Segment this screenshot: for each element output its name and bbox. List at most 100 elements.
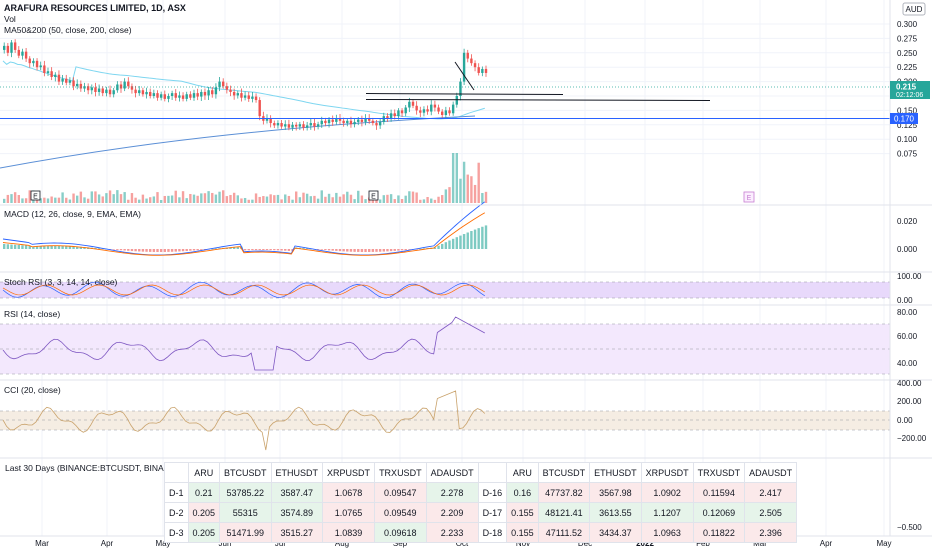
macd-histogram-bar — [305, 248, 309, 249]
macd-histogram-bar — [243, 249, 247, 251]
rsi-pane — [0, 316, 890, 375]
volume-bar — [203, 193, 207, 203]
macd-histogram-bar — [287, 249, 291, 251]
macd-histogram-bar — [214, 248, 218, 250]
future-earnings-marker[interactable]: E — [743, 191, 755, 203]
candle-body — [287, 124, 291, 128]
table-cell: 2.396 — [744, 522, 798, 543]
macd-histogram-bar — [254, 249, 258, 251]
candle-body — [444, 110, 448, 116]
macd-histogram-bar — [167, 249, 170, 252]
volume-bar — [43, 197, 46, 203]
ma50-line — [2, 60, 485, 120]
stoch-k-line — [2, 281, 485, 299]
candle-body — [61, 78, 64, 82]
table-cell: 3515.27 — [270, 522, 324, 543]
candle-body — [364, 118, 367, 122]
currency-badge[interactable] — [902, 2, 926, 16]
volume-bar — [382, 195, 385, 203]
volume-bar — [313, 195, 316, 203]
last-price-tag — [890, 81, 930, 99]
macd-histogram-bar — [408, 249, 411, 250]
candle-body — [327, 119, 331, 124]
table-pane-tick: −0.500 — [897, 523, 922, 532]
stoch-tick: 100.00 — [897, 272, 922, 281]
macd-histogram-bar — [76, 246, 79, 249]
cci-label: CCI (20, close) — [4, 385, 61, 395]
candle-body — [65, 78, 68, 83]
earnings-marker[interactable]: E — [30, 190, 41, 201]
volume-bar — [357, 190, 360, 203]
candle-body — [167, 96, 170, 99]
time-tick: May — [876, 539, 891, 548]
macd-histogram-bar — [94, 247, 97, 249]
table-cell: 0.155 — [506, 522, 539, 543]
candle-body — [72, 80, 75, 87]
candle-body — [291, 124, 294, 128]
macd-histogram-bar — [156, 249, 159, 252]
volume-bar — [309, 196, 312, 203]
table-cell: 3434.37 — [589, 522, 642, 543]
volume-bar — [83, 197, 86, 203]
table-cell: 1.0839 — [322, 522, 376, 543]
volume-bar — [218, 191, 221, 203]
candle-body — [298, 124, 302, 127]
macd-histogram-bar — [342, 249, 345, 252]
candle-body — [368, 118, 371, 121]
macd-histogram-bar — [393, 249, 396, 251]
candle-body — [97, 88, 101, 92]
table-cell: 0.205 — [187, 522, 221, 543]
candle-body — [196, 93, 199, 97]
candle-body — [134, 89, 137, 94]
candle-body — [138, 90, 141, 94]
candle-body — [43, 65, 46, 73]
macd-histogram-bar — [382, 249, 385, 252]
macd-histogram-bar — [13, 244, 17, 249]
volume-bar — [232, 192, 236, 203]
candle-body — [408, 101, 411, 108]
macd-histogram-bar — [481, 226, 484, 249]
candle-body — [276, 123, 280, 126]
volume-bar — [378, 199, 382, 203]
macd-histogram-bar — [211, 248, 214, 250]
candle-body — [13, 42, 17, 50]
macd-histogram-bar — [54, 246, 57, 249]
candle-body — [342, 120, 345, 124]
volume-bar — [400, 199, 404, 203]
volume-bar — [331, 197, 334, 203]
volume-bar — [185, 198, 188, 203]
candle-body — [24, 51, 28, 59]
ma200-line — [0, 115, 476, 169]
table-cell: 1.0765 — [322, 502, 376, 523]
time-axis[interactable]: Mar Apr May Jun Jul Aug Sep Oct Nov Dec 2022 Feb Mar… — [35, 539, 891, 548]
drawn-trendlines[interactable] — [0, 61, 890, 119]
header-cell: ARU — [506, 462, 539, 483]
volume-bars — [3, 153, 488, 203]
candle-body — [393, 113, 396, 117]
table-cell: 0.16 — [506, 482, 539, 503]
macd-histogram-bar — [338, 249, 342, 252]
stoch-band — [0, 282, 890, 298]
table-cell: 1.0902 — [640, 482, 694, 503]
header-cell: ETHUSDT — [270, 462, 324, 483]
price-tick: 0.275 — [897, 34, 918, 43]
volume-bar — [437, 196, 440, 203]
table-cell: 1.1207 — [640, 502, 694, 523]
macd-histogram-bar — [466, 232, 469, 249]
volume-bar — [430, 198, 433, 203]
macd-histogram-bar — [251, 249, 254, 251]
volume-bar — [364, 199, 367, 203]
earnings-marker[interactable]: E — [368, 190, 379, 201]
candle-body — [280, 123, 283, 127]
macd-histogram-bar — [138, 249, 141, 252]
volume-bar — [444, 189, 448, 203]
volume-bar — [269, 194, 272, 203]
countdown-text: 02:12:06 — [896, 92, 923, 99]
macd-histogram-bar — [368, 249, 371, 252]
candle-body — [386, 116, 389, 120]
macd-histogram-bar — [280, 249, 283, 251]
candle-body — [284, 124, 287, 127]
cci-pane — [0, 390, 890, 451]
volume-bar — [342, 194, 345, 203]
